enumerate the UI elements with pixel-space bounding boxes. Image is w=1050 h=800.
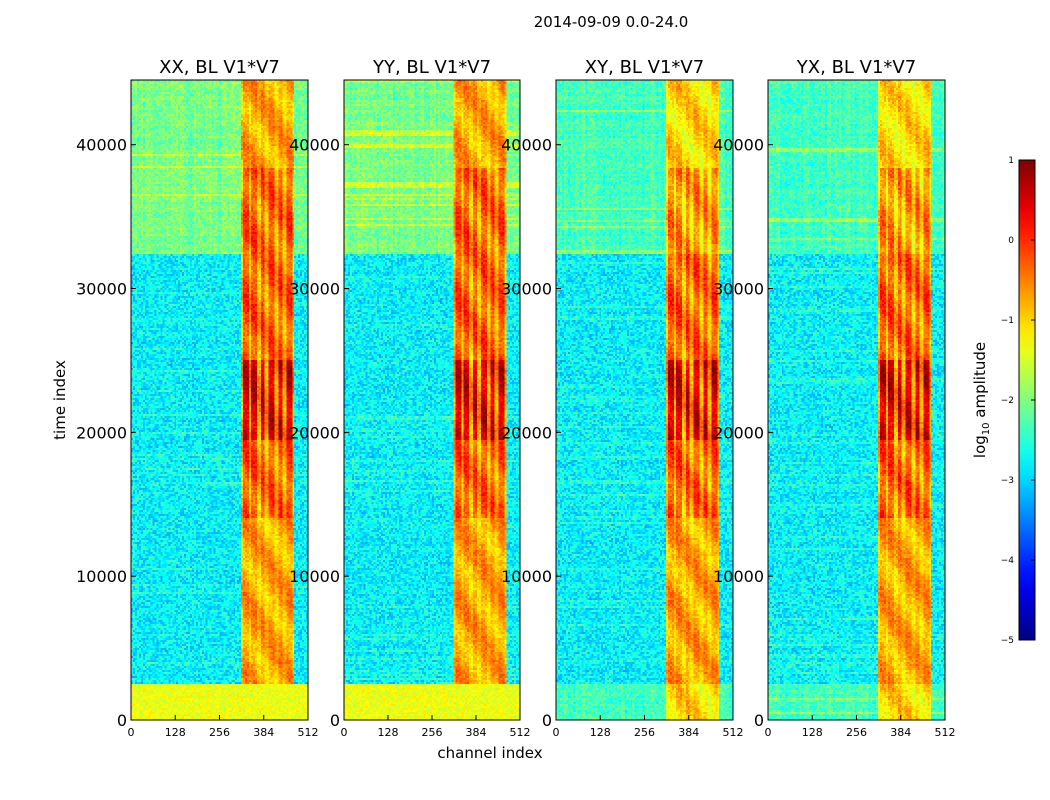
x-tick-label: 0 (553, 726, 560, 739)
y-tick-label: 30000 (289, 280, 340, 299)
x-tick-label: 256 (209, 726, 230, 739)
colorbar-tick-label: −1 (1001, 316, 1014, 326)
y-tick-label: 40000 (76, 136, 127, 155)
y-tick-label: 40000 (289, 136, 340, 155)
heatmap-image-yx (768, 80, 945, 720)
heatmap-image-xy (556, 80, 733, 720)
panel-yy: YY, BL V1*V7 0 128 256 384 512 0 10000 20000 3000… (289, 57, 530, 739)
panel-title: YX, BL V1*V7 (796, 57, 916, 78)
panel-title: XX, BL V1*V7 (159, 57, 280, 78)
colorbar-tick-label: −5 (1001, 636, 1014, 646)
colorbar-tick-label: 0 (1008, 236, 1014, 246)
heatmap-image-yy (344, 80, 520, 720)
y-tick-label: 20000 (289, 423, 340, 442)
y-tick-label: 10000 (76, 567, 127, 586)
y-tick-label: 40000 (713, 136, 764, 155)
x-tick-label: 256 (634, 726, 655, 739)
x-tick-label: 384 (890, 726, 911, 739)
x-tick-label: 128 (590, 726, 611, 739)
x-tick-label: 512 (298, 726, 319, 739)
x-tick-label: 384 (678, 726, 699, 739)
y-tick-label: 0 (117, 711, 127, 730)
x-tick-label: 128 (378, 726, 399, 739)
y-tick-label: 10000 (501, 567, 552, 586)
x-tick-label: 384 (253, 726, 274, 739)
colorbar-label: log10 amplitude (971, 342, 992, 458)
x-tick-label: 0 (765, 726, 772, 739)
figure-suptitle: 2014-09-09 0.0-24.0 (534, 13, 689, 31)
colorbar-label-sub: 10 (981, 422, 992, 435)
colorbar-label-main: log (971, 435, 989, 458)
y-tick-label: 30000 (501, 280, 552, 299)
panel-title: XY, BL V1*V7 (585, 57, 704, 78)
y-tick-label: 20000 (713, 423, 764, 442)
panel-yx: YX, BL V1*V7 0 128 256 384 512 0 10000 20000 3000… (713, 57, 955, 739)
panel-xy: XY, BL V1*V7 0 128 256 384 512 0 10000 20000 3000… (501, 57, 743, 739)
y-tick-label: 20000 (501, 423, 552, 442)
colorbar-label-rest: amplitude (971, 342, 989, 423)
colorbar-tick-label: −3 (1001, 476, 1014, 486)
y-tick-label: 30000 (76, 280, 127, 299)
x-tick-label: 256 (422, 726, 443, 739)
panel-title: YY, BL V1*V7 (372, 57, 491, 78)
y-tick-label: 0 (330, 711, 340, 730)
colorbar-tick-label: −4 (1001, 556, 1015, 566)
x-tick-label: 512 (935, 726, 956, 739)
x-tick-label: 128 (802, 726, 823, 739)
y-tick-label: 40000 (501, 136, 552, 155)
x-tick-label: 512 (510, 726, 531, 739)
y-tick-label: 30000 (713, 280, 764, 299)
colorbar-tick-label: −2 (1001, 396, 1014, 406)
heatmap-image-xx (131, 80, 308, 720)
heatmap-panels: XX, BL V1*V7 0 128 256 384 512 0 10000 20000 3000… (76, 57, 955, 739)
x-tick-label: 512 (723, 726, 744, 739)
x-axis-label: channel index (437, 744, 542, 762)
y-tick-label: 10000 (289, 567, 340, 586)
x-tick-label: 0 (341, 726, 348, 739)
x-tick-label: 0 (128, 726, 135, 739)
y-tick-label: 0 (754, 711, 764, 730)
x-tick-label: 128 (165, 726, 186, 739)
colorbar-tick-label: 1 (1008, 156, 1014, 166)
y-tick-label: 0 (542, 711, 552, 730)
y-tick-label: 20000 (76, 423, 127, 442)
panel-xx: XX, BL V1*V7 0 128 256 384 512 0 10000 20000 3000… (76, 57, 318, 739)
x-tick-label: 256 (846, 726, 867, 739)
y-tick-label: 10000 (713, 567, 764, 586)
x-tick-label: 384 (466, 726, 487, 739)
y-axis-label: time index (51, 360, 69, 440)
